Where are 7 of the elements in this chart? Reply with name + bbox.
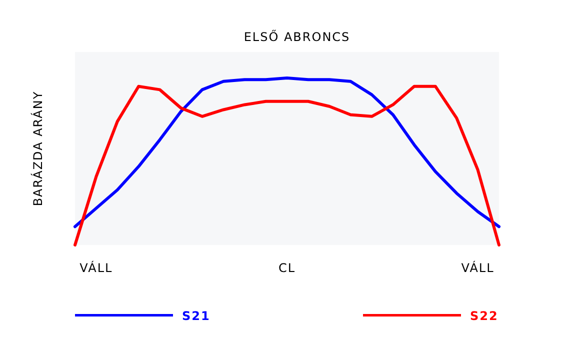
y-axis-title: BARÁZDA ARÁNY — [30, 90, 45, 206]
text: S22 — [470, 309, 498, 323]
x-tick-label: CL — [278, 261, 296, 275]
chart-title: ELSŐ ABRONCS — [244, 29, 350, 44]
x-tick-label: VÁLL — [80, 260, 113, 275]
text: S21 — [182, 309, 210, 323]
x-tick-label: VÁLL — [461, 260, 494, 275]
